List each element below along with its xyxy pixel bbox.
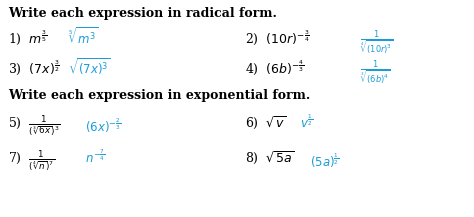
Text: 6)  $\sqrt{v}$: 6) $\sqrt{v}$ bbox=[245, 114, 286, 131]
Text: $\frac{1}{\sqrt[3]{(6b)^4}}$: $\frac{1}{\sqrt[3]{(6b)^4}}$ bbox=[360, 59, 391, 87]
Text: Write each expression in exponential form.: Write each expression in exponential for… bbox=[8, 89, 310, 102]
Text: $v^{\frac{1}{2}}$: $v^{\frac{1}{2}}$ bbox=[300, 114, 313, 131]
Text: 7)  $\frac{1}{(\sqrt[4]{n})^7}$: 7) $\frac{1}{(\sqrt[4]{n})^7}$ bbox=[8, 149, 55, 174]
Text: $\frac{1}{\sqrt[4]{(10r)^3}}$: $\frac{1}{\sqrt[4]{(10r)^3}}$ bbox=[360, 29, 394, 58]
Text: $\sqrt{(7x)^3}$: $\sqrt{(7x)^3}$ bbox=[68, 57, 111, 78]
Text: 2)  $(10r)^{-\frac{3}{4}}$: 2) $(10r)^{-\frac{3}{4}}$ bbox=[245, 29, 310, 47]
Text: Write each expression in radical form.: Write each expression in radical form. bbox=[8, 7, 277, 20]
Text: $\sqrt[5]{m^3}$: $\sqrt[5]{m^3}$ bbox=[68, 27, 98, 48]
Text: 3)  $(7x)^{\frac{3}{2}}$: 3) $(7x)^{\frac{3}{2}}$ bbox=[8, 59, 60, 77]
Text: $(5a)^{\frac{1}{2}}$: $(5a)^{\frac{1}{2}}$ bbox=[310, 152, 340, 170]
Text: 8)  $\sqrt{5a}$: 8) $\sqrt{5a}$ bbox=[245, 149, 294, 166]
Text: 1)  $m^{\frac{3}{5}}$: 1) $m^{\frac{3}{5}}$ bbox=[8, 29, 47, 47]
Text: 4)  $(6b)^{-\frac{4}{3}}$: 4) $(6b)^{-\frac{4}{3}}$ bbox=[245, 59, 305, 77]
Text: 5)  $\frac{1}{(\sqrt[3]{6x})^3}$: 5) $\frac{1}{(\sqrt[3]{6x})^3}$ bbox=[8, 114, 60, 139]
Text: $(6x)^{-\frac{2}{3}}$: $(6x)^{-\frac{2}{3}}$ bbox=[85, 117, 121, 135]
Text: $n^{-\frac{7}{4}}$: $n^{-\frac{7}{4}}$ bbox=[85, 149, 106, 166]
